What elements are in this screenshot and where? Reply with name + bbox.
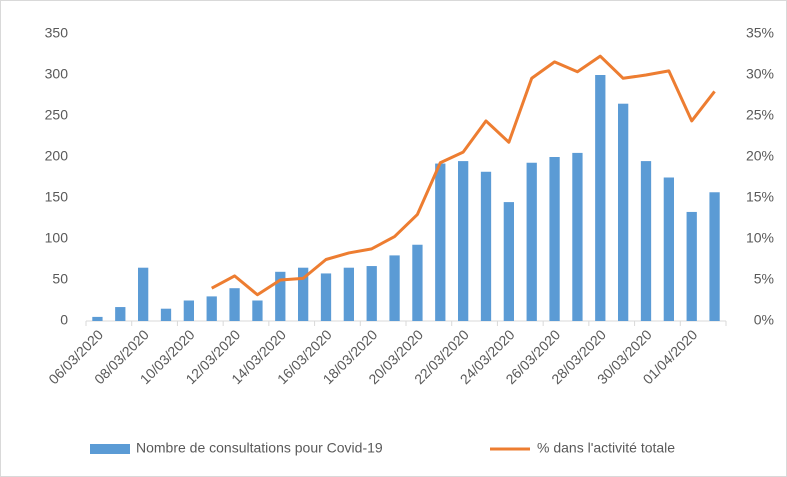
legend-label: % dans l'activité totale: [537, 440, 675, 456]
bar: [595, 75, 606, 321]
bar: [320, 273, 332, 321]
y2-tick-label: 0%: [754, 312, 774, 328]
y-tick-label: 0: [60, 312, 68, 328]
bar: [686, 211, 697, 321]
bar: [252, 300, 263, 321]
bar: [92, 316, 103, 321]
bar: [160, 308, 172, 321]
bar: [229, 288, 240, 321]
y2-tick-label: 5%: [754, 271, 774, 287]
bar: [503, 202, 514, 321]
legend-swatch: [90, 444, 130, 454]
y-tick-label: 150: [45, 189, 69, 205]
y-tick-label: 250: [45, 107, 69, 123]
bar: [435, 163, 446, 321]
bar: [526, 162, 537, 321]
y-tick-label: 100: [45, 230, 69, 246]
legend-label: Nombre de consultations pour Covid-19: [136, 440, 383, 456]
y-tick-label: 200: [45, 148, 69, 164]
y2-tick-label: 30%: [746, 66, 774, 82]
bar: [480, 171, 492, 321]
y-tick-label: 50: [52, 271, 68, 287]
bar: [343, 267, 354, 321]
bar: [572, 152, 583, 321]
bar: [183, 300, 194, 321]
bar: [138, 267, 149, 321]
bar: [412, 244, 423, 321]
y2-tick-label: 25%: [746, 107, 774, 123]
bar: [366, 266, 377, 321]
bar: [458, 161, 469, 321]
line: [211, 54, 716, 297]
bar: [709, 192, 720, 321]
bar: [549, 157, 560, 321]
y2-tick-label: 10%: [746, 230, 774, 246]
bar: [298, 267, 309, 321]
bar: [275, 271, 286, 321]
bar: [389, 255, 400, 321]
bar: [640, 161, 652, 321]
y-tick-label: 350: [45, 25, 69, 41]
bar: [115, 307, 126, 321]
y2-tick-label: 35%: [746, 25, 774, 41]
y2-tick-label: 15%: [746, 189, 774, 205]
bar: [206, 296, 217, 321]
bar: [663, 177, 674, 321]
bar: [618, 103, 629, 321]
y-tick-label: 300: [45, 66, 69, 82]
y2-tick-label: 20%: [746, 148, 774, 164]
